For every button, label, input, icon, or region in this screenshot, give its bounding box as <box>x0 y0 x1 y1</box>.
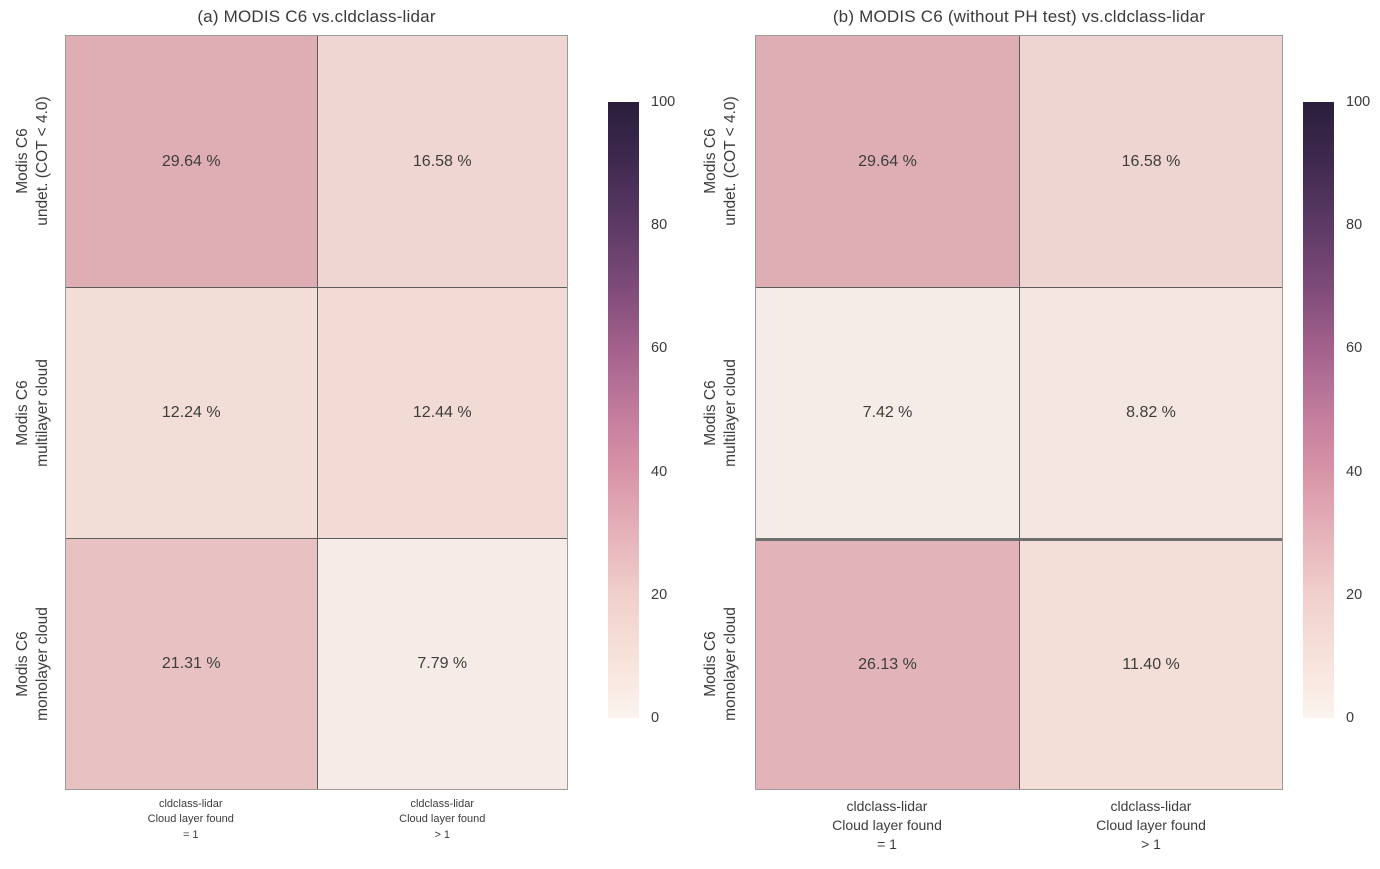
panel-b-y-axis-labels: Modis C6 undet. (COT < 4.0) Modis C6 mul… <box>692 35 750 790</box>
col-label-line: Cloud layer found <box>399 813 486 826</box>
col-label-eq1: cldclass-lidar Cloud layer found = 1 <box>65 797 317 843</box>
row-label-line: undet. (COT < 4.0) <box>722 96 739 226</box>
col-label-line: cldclass-lidar <box>1110 798 1192 814</box>
row-label-line: Modis C6 <box>701 128 719 194</box>
row-label-line: multilayer cloud <box>722 358 739 467</box>
panel-b-colorbar-ticks: 100 80 60 40 20 0 <box>1346 94 1380 726</box>
colorbar-tick-label: 0 <box>651 710 660 726</box>
colorbar-tick-label: 0 <box>1346 710 1355 726</box>
colorbar-tick-label: 100 <box>651 94 676 110</box>
colorbar-tick-label: 20 <box>1346 586 1363 603</box>
cell-value: 12.44 % <box>412 404 472 421</box>
col-label-eq1: cldclass-lidar Cloud layer found = 1 <box>755 797 1019 854</box>
heatmap-cell: 11.40 % <box>1019 538 1282 789</box>
panel-a-heatmap: 29.64 % 16.58 % 12.24 % 12.44 % 21.31 % … <box>65 35 568 790</box>
cell-value: 11.40 % <box>1122 656 1180 673</box>
row-label-line: Modis C6 <box>13 379 31 446</box>
panel-a-x-axis-labels: cldclass-lidar Cloud layer found = 1 cld… <box>65 797 568 843</box>
cell-value: 7.79 % <box>417 655 468 672</box>
panel-a-colorbar <box>608 102 639 718</box>
heatmap-cell: 29.64 % <box>756 36 1019 287</box>
colorbar-tick-label: 60 <box>651 340 668 357</box>
panel-b-x-axis-labels: cldclass-lidar Cloud layer found = 1 cld… <box>755 797 1283 854</box>
row-label-multilayer: Modis C6 multilayer cloud <box>4 287 62 539</box>
cell-value: 29.64 % <box>858 152 917 170</box>
heatmap-cell: 16.58 % <box>316 36 567 287</box>
cell-value: 7.42 % <box>862 404 913 421</box>
row-label-line: monolayer cloud <box>722 607 739 722</box>
row-label-monolayer: Modis C6 monolayer cloud <box>692 538 750 790</box>
cell-value: 26.13 % <box>858 656 917 673</box>
heatmap-cell: 8.82 % <box>1019 287 1282 538</box>
row-label-line: Modis C6 <box>13 128 31 194</box>
row-label-line: Modis C6 <box>701 379 719 446</box>
col-label-line: = 1 <box>877 835 897 852</box>
heatmap-cell: 29.64 % <box>66 36 317 287</box>
col-label-line: cldclass-lidar <box>410 798 475 810</box>
cell-value: 12.24 % <box>161 404 221 421</box>
colorbar-tick-label: 40 <box>651 463 668 480</box>
row-label-line: monolayer cloud <box>34 607 51 722</box>
heatmap-cell: 26.13 % <box>756 538 1019 789</box>
heatmap-cell: 12.24 % <box>66 287 317 538</box>
col-label-gt1: cldclass-lidar Cloud layer found > 1 <box>1019 797 1283 854</box>
colorbar-tick-label: 100 <box>1346 94 1371 110</box>
col-label-line: = 1 <box>182 828 199 841</box>
row-label-undet: Modis C6 undet. (COT < 4.0) <box>692 35 750 287</box>
cell-value: 16.58 % <box>412 152 472 170</box>
panel-b-colorbar <box>1303 102 1334 718</box>
colorbar-tick-label: 60 <box>1346 340 1363 357</box>
heatmap-cell: 7.79 % <box>316 538 567 789</box>
heatmap-cell: 16.58 % <box>1019 36 1282 287</box>
col-label-line: Cloud layer found <box>832 816 942 833</box>
col-label-gt1: cldclass-lidar Cloud layer found > 1 <box>317 797 569 843</box>
row-label-undet: Modis C6 undet. (COT < 4.0) <box>4 35 62 287</box>
heatmap-cell: 12.44 % <box>316 287 567 538</box>
col-label-line: > 1 <box>434 828 451 841</box>
colorbar-tick-label: 20 <box>651 586 668 603</box>
col-label-line: Cloud layer found <box>147 813 234 826</box>
panel-a-colorbar-ticks: 100 80 60 40 20 0 <box>651 94 695 726</box>
colorbar-tick-label: 40 <box>1346 463 1363 480</box>
row-label-multilayer: Modis C6 multilayer cloud <box>692 287 750 539</box>
row-label-line: Modis C6 <box>13 631 31 697</box>
cell-value: 29.64 % <box>161 152 221 170</box>
row-label-monolayer: Modis C6 monolayer cloud <box>4 538 62 790</box>
heatmap-cell: 21.31 % <box>66 538 317 789</box>
row-label-line: multilayer cloud <box>34 358 51 467</box>
col-label-line: cldclass-lidar <box>158 798 223 810</box>
col-label-line: Cloud layer found <box>1096 816 1206 833</box>
heatmap-cell: 7.42 % <box>756 287 1019 538</box>
panel-b-heatmap: 29.64 % 16.58 % 7.42 % 8.82 % 26.13 % 11… <box>755 35 1283 790</box>
panel-a-title: (a) MODIS C6 vs.cldclass-lidar <box>197 7 436 26</box>
row-label-line: undet. (COT < 4.0) <box>34 96 51 226</box>
row-label-line: Modis C6 <box>701 631 719 697</box>
cell-value: 16.58 % <box>1121 152 1181 170</box>
panel-a-y-axis-labels: Modis C6 undet. (COT < 4.0) Modis C6 mul… <box>4 35 62 790</box>
cell-value: 8.82 % <box>1126 404 1176 421</box>
colorbar-tick-label: 80 <box>1346 217 1363 234</box>
col-label-line: > 1 <box>1141 835 1161 852</box>
panel-b-title: (b) MODIS C6 (without PH test) vs.cldcla… <box>832 7 1206 26</box>
colorbar-tick-label: 80 <box>651 217 668 234</box>
cell-value: 21.31 % <box>161 655 221 672</box>
col-label-line: cldclass-lidar <box>846 798 928 814</box>
